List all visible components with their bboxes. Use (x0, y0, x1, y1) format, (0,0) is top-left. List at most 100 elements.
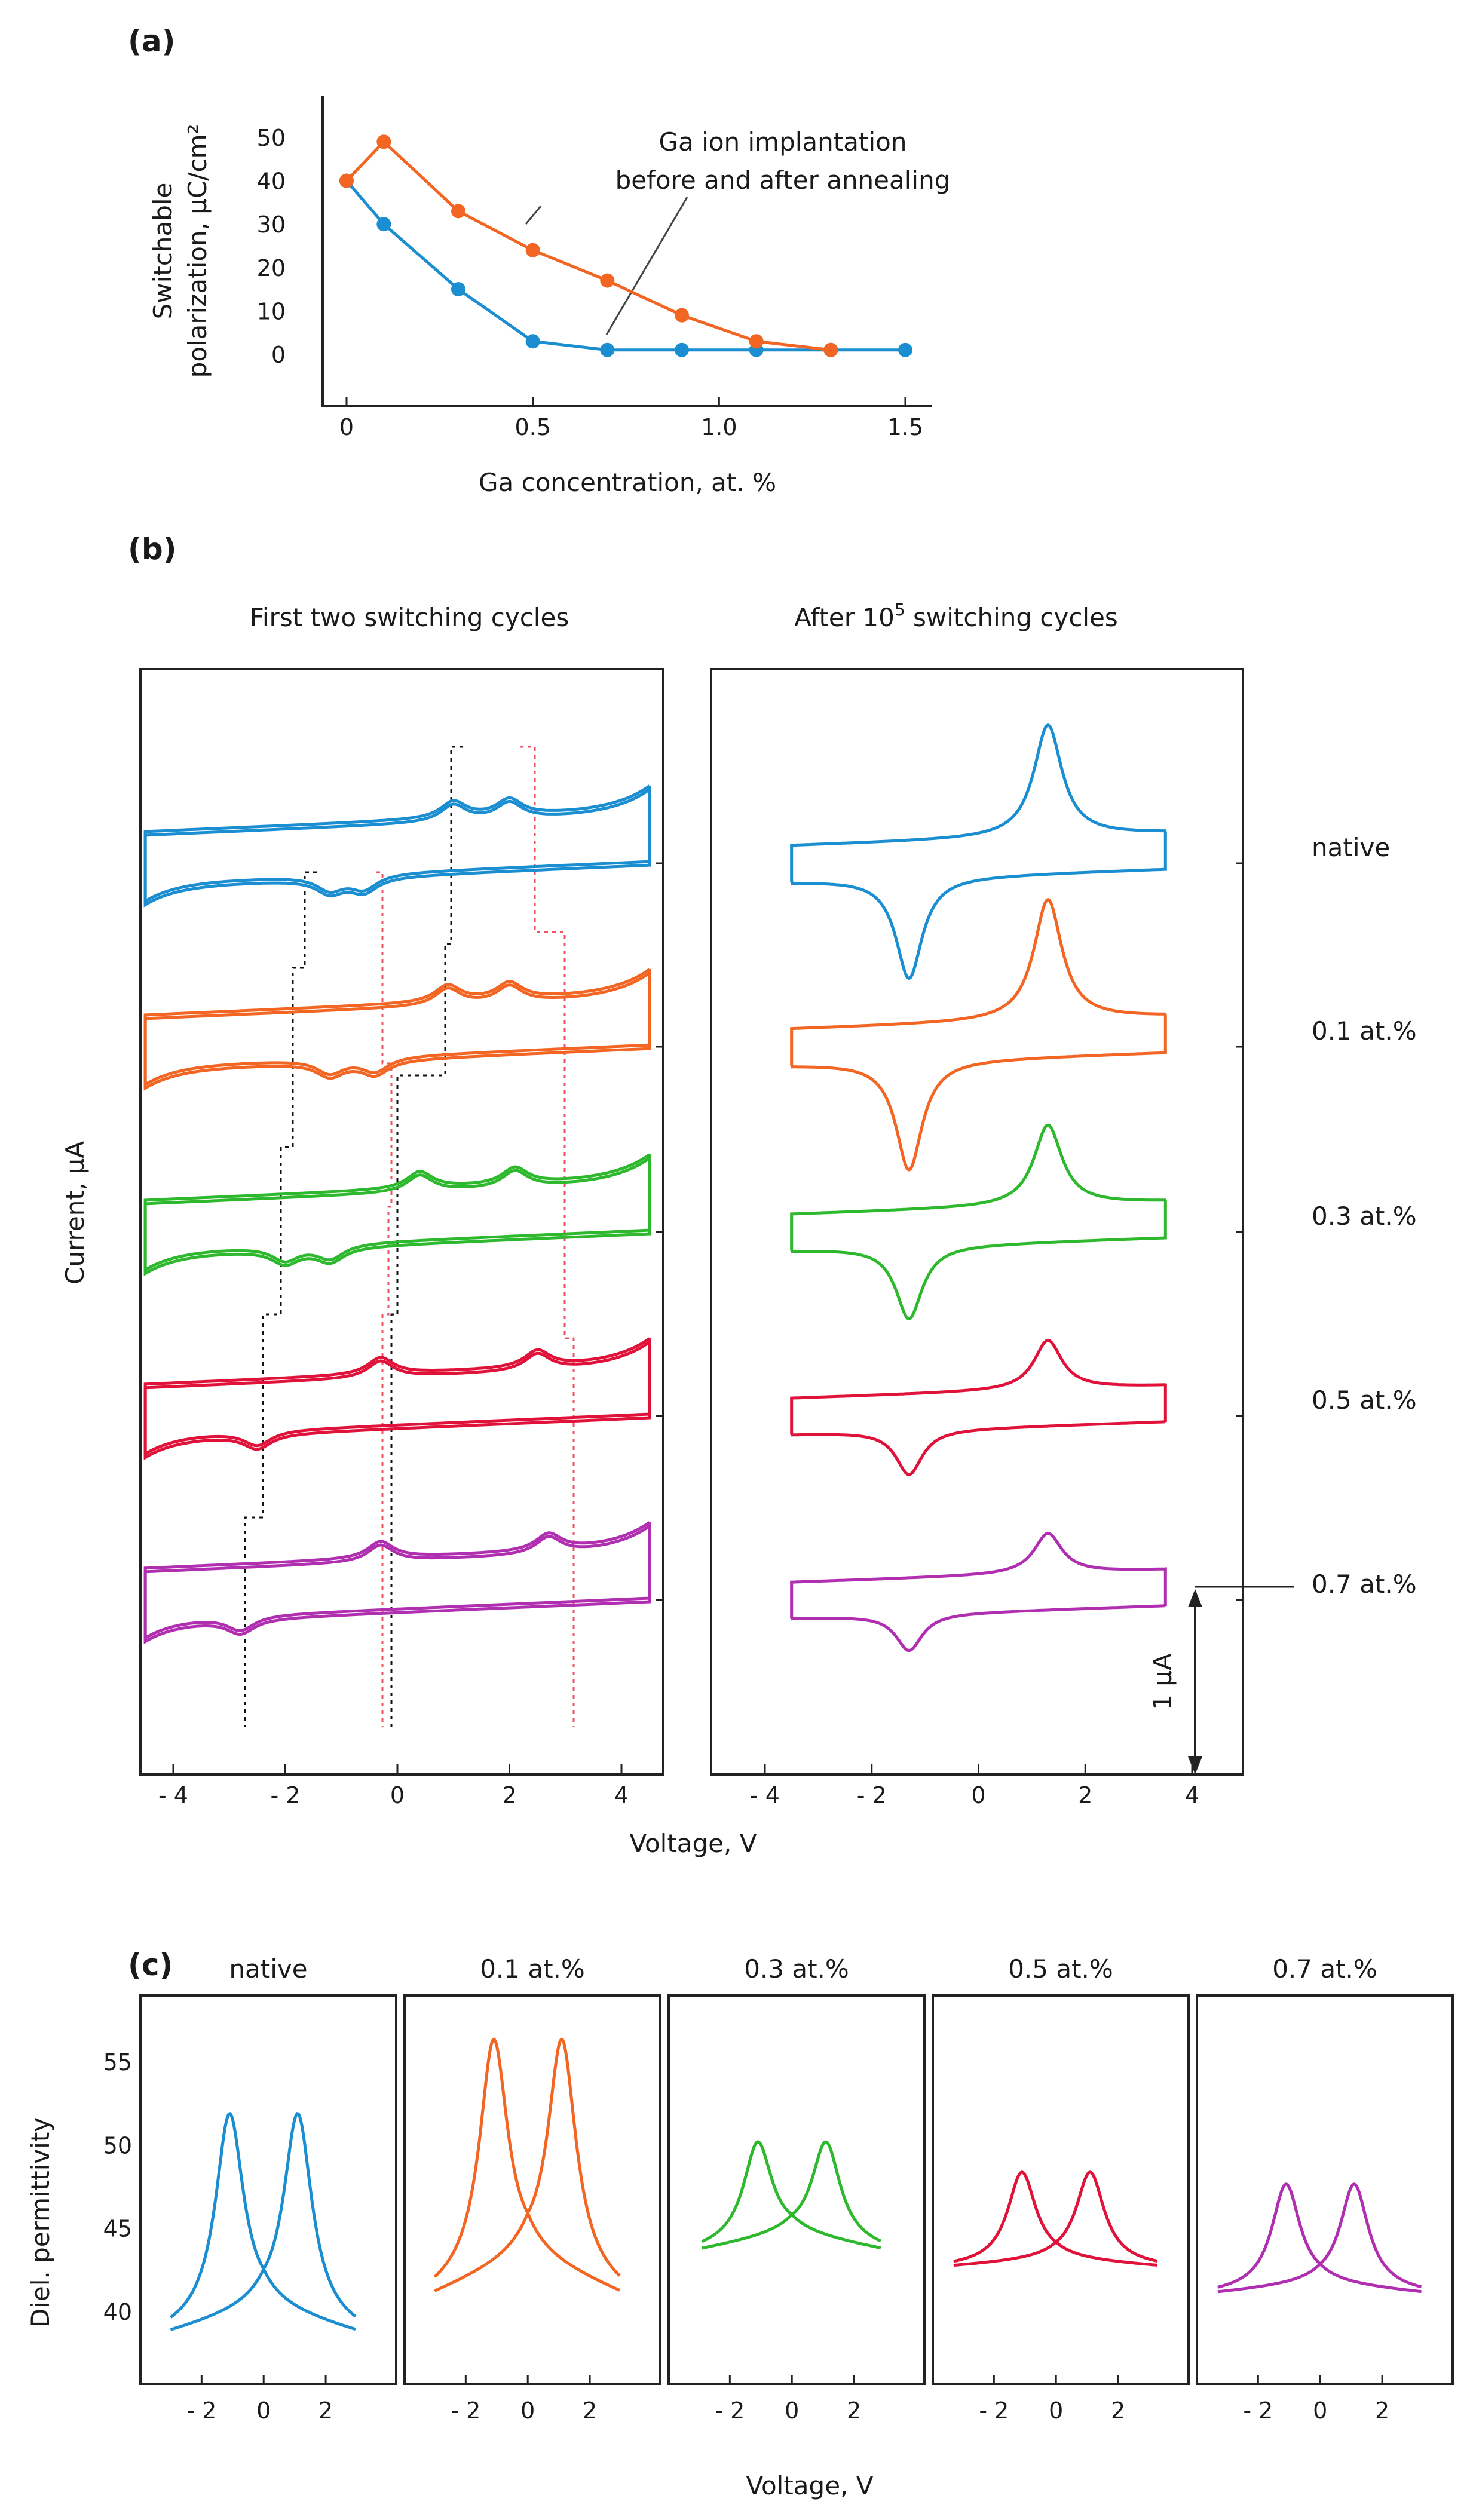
panel-b-ylabel: Current, μA (60, 1141, 90, 1284)
c-ytick-label: 40 (103, 2299, 132, 2325)
panel-b-right-title: After 105 switching cycles (794, 600, 1118, 632)
c-xtick-label: 2 (318, 2398, 333, 2424)
b-right-curve-0 (790, 723, 1167, 980)
a-ytick-label: 40 (257, 168, 286, 195)
b-guide-red-neg (376, 871, 393, 1727)
c-curve-4-1 (1217, 2182, 1422, 2294)
c-title-3: 0.5 at.% (1008, 1954, 1113, 1983)
c-xtick-label: 0 (256, 2398, 271, 2424)
a-series-0-point (675, 342, 689, 357)
a-series-0-point (898, 342, 912, 357)
a-ytick-label: 50 (257, 125, 286, 151)
panel-a-series (339, 134, 912, 357)
panel-a-chart: Switchable polarization, μC/cm² Ga conce… (148, 96, 950, 497)
b-left-xtick-label: 0 (390, 1782, 405, 1808)
panel-c-xlabel: Voltage, V (746, 2471, 874, 2500)
b-right-curve-3 (790, 1339, 1167, 1476)
b-left-loop-2-1 (143, 1153, 651, 1276)
panel-b-right-title-prefix: After 10 (794, 603, 895, 632)
b-left-loop-1-1 (143, 968, 651, 1091)
c-xtick-label: - 2 (186, 2398, 216, 2424)
b-left-xtick-label: - 4 (158, 1782, 188, 1808)
a-series-1-point (600, 273, 615, 288)
panel-b-guides (244, 746, 575, 1727)
panel-b-right-title-suffix: switching cycles (905, 603, 1118, 632)
panel-b-right-title-exp: 5 (895, 600, 905, 620)
panel-label-c: (c) (128, 1948, 173, 1982)
panel-a-annotation-pointer-before (605, 197, 688, 335)
b-right-curve-2 (790, 1123, 1167, 1321)
a-xtick-label: 0 (339, 414, 354, 440)
b-left-xtick-label: - 2 (271, 1782, 301, 1808)
a-xtick-label: 0.5 (514, 414, 550, 440)
b-left-loop-1-0 (143, 969, 651, 1087)
c-subplot-1: 0.1 at.% - 2 0 2 (403, 1954, 662, 2424)
panel-b-row-labels: native 0.1 at.% 0.3 at.% 0.5 at.% 0.7 at.% (1312, 833, 1417, 1599)
b-right-xtick-label: 4 (1185, 1782, 1199, 1808)
panel-b-right-frame (710, 668, 1244, 1776)
c-subplot-3: 0.5 at.% - 2 0 2 (932, 1954, 1190, 2424)
a-series-line-1 (345, 139, 831, 352)
c-xtick-label: - 2 (451, 2398, 480, 2424)
c-frame-4 (1196, 1994, 1454, 2385)
b-guide-black-neg (244, 871, 317, 1727)
a-series-1-point (675, 308, 689, 323)
panel-a-xlabel: Ga concentration, at. % (479, 468, 776, 497)
a-xtick-label: 1.0 (701, 414, 737, 440)
panel-b-left-curves (143, 784, 651, 1645)
c-xtick-label: 0 (785, 2398, 799, 2424)
panel-a-axes (321, 96, 932, 407)
c-xtick-label: - 2 (979, 2398, 1009, 2424)
c-title-4: 0.7 at.% (1272, 1954, 1377, 1983)
c-subplot-2: 0.3 at.% - 2 0 2 (667, 1954, 926, 2424)
c-curve-1-1 (434, 2037, 621, 2292)
c-subplot-0: native - 2 0 2 40 45 50 55 (103, 1954, 397, 2424)
c-xtick-label: 2 (1111, 2398, 1125, 2424)
c-xtick-label: 0 (1313, 2398, 1327, 2424)
panel-b-ticks: - 4 - 2 0 2 4 - 4 - 2 0 2 4 (158, 862, 1243, 1808)
c-title-1: 0.1 at.% (480, 1954, 585, 1983)
c-xtick-label: 2 (583, 2398, 597, 2424)
panel-a-ylabel-1: Switchable (148, 183, 177, 320)
a-series-1-point (749, 334, 764, 349)
b-row-label-4: 0.7 at.% (1312, 1569, 1417, 1599)
c-curve-4-0 (1217, 2182, 1422, 2294)
panel-b-scale-bar: 1 μA (1148, 1586, 1294, 1774)
panel-b-xlabel: Voltage, V (630, 1829, 757, 1858)
c-ytick-label: 50 (103, 2132, 132, 2159)
c-curve-0-0 (169, 2111, 356, 2331)
scale-bar-label: 1 μA (1148, 1653, 1177, 1710)
panel-b-left-title: First two switching cycles (250, 603, 569, 632)
a-ytick-label: 10 (257, 298, 286, 324)
panel-c-ylabel: Diel. permittivity (26, 2117, 55, 2328)
c-title-2: 0.3 at.% (744, 1954, 849, 1983)
panel-b-right-curves (790, 723, 1167, 1653)
a-series-1-point (339, 173, 354, 188)
b-right-curve-4 (790, 1532, 1167, 1653)
b-left-loop-3-1 (143, 1337, 651, 1460)
c-curve-2-0 (701, 2140, 881, 2249)
b-guide-red-pos (520, 746, 575, 1727)
b-left-loop-0-1 (143, 784, 651, 908)
a-series-1-point (823, 342, 838, 357)
c-frame-1 (403, 1994, 662, 2385)
c-subplot-4: 0.7 at.% - 2 0 2 (1196, 1954, 1454, 2424)
b-left-loop-4-1 (143, 1521, 651, 1645)
b-left-xtick-label: 2 (502, 1782, 516, 1808)
b-row-label-3: 0.5 at.% (1312, 1385, 1417, 1415)
panel-a-annotation-2: before and after annealing (615, 165, 951, 195)
c-curve-1-0 (433, 2037, 620, 2292)
a-series-0-point (525, 334, 540, 349)
c-xtick-label: 2 (847, 2398, 861, 2424)
c-curve-0-1 (170, 2111, 357, 2331)
panel-a-annotation-1: Ga ion implantation (659, 127, 907, 157)
c-xtick-label: - 2 (1243, 2398, 1273, 2424)
panel-label-b: (b) (128, 532, 177, 566)
a-series-0-point (376, 217, 391, 232)
c-curve-2-1 (702, 2140, 881, 2250)
c-title-0: native (229, 1954, 307, 1983)
panel-a-ticks: 0 0.5 1.0 1.5 0 10 20 30 40 50 (257, 125, 924, 440)
b-left-loop-0-0 (143, 786, 651, 904)
c-xtick-label: 2 (1375, 2398, 1389, 2424)
